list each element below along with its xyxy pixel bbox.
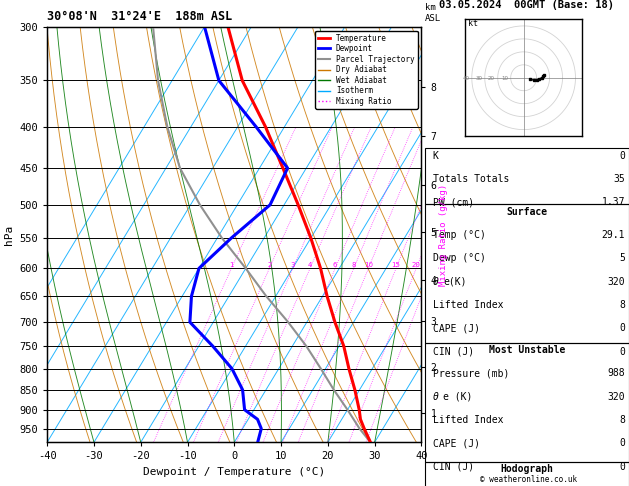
- Text: θ: θ: [433, 392, 438, 402]
- Text: 4: 4: [308, 262, 312, 268]
- Text: 1.37: 1.37: [601, 197, 625, 208]
- Text: 3: 3: [291, 262, 295, 268]
- Text: 320: 320: [607, 392, 625, 402]
- Bar: [425, 462, 629, 486]
- Text: 320: 320: [607, 277, 625, 287]
- Text: 35: 35: [613, 174, 625, 184]
- Text: 0: 0: [619, 323, 625, 333]
- Text: e (K): e (K): [443, 392, 472, 402]
- Text: 20: 20: [488, 76, 495, 81]
- Y-axis label: hPa: hPa: [4, 225, 14, 244]
- Text: Surface: Surface: [506, 207, 547, 217]
- Text: 2: 2: [267, 262, 272, 268]
- Text: 03.05.2024  00GMT (Base: 18): 03.05.2024 00GMT (Base: 18): [439, 0, 615, 10]
- Text: PW (cm): PW (cm): [433, 197, 474, 208]
- Text: K: K: [433, 151, 438, 161]
- Text: 10: 10: [364, 262, 373, 268]
- Text: 1: 1: [229, 262, 234, 268]
- Text: e(K): e(K): [443, 277, 467, 287]
- Text: 0: 0: [619, 438, 625, 449]
- Text: 0: 0: [619, 151, 625, 161]
- Text: CAPE (J): CAPE (J): [433, 323, 480, 333]
- Text: 8: 8: [619, 415, 625, 425]
- Text: 0: 0: [619, 462, 625, 472]
- Text: 20: 20: [412, 262, 421, 268]
- Bar: [425, 343, 629, 462]
- Text: km
ASL: km ASL: [425, 3, 442, 22]
- Text: kt: kt: [468, 19, 478, 28]
- Text: © weatheronline.co.uk: © weatheronline.co.uk: [480, 474, 577, 484]
- Text: Pressure (mb): Pressure (mb): [433, 368, 509, 379]
- Text: Lifted Index: Lifted Index: [433, 415, 503, 425]
- Text: Dewp (°C): Dewp (°C): [433, 253, 486, 263]
- Text: CIN (J): CIN (J): [433, 462, 474, 472]
- Text: 40: 40: [462, 76, 469, 81]
- Text: 8: 8: [352, 262, 356, 268]
- Text: Most Unstable: Most Unstable: [489, 345, 565, 355]
- Text: CAPE (J): CAPE (J): [433, 438, 480, 449]
- Text: 29.1: 29.1: [601, 230, 625, 240]
- Text: CIN (J): CIN (J): [433, 347, 474, 357]
- Text: 10: 10: [501, 76, 508, 81]
- Text: 5: 5: [619, 253, 625, 263]
- Legend: Temperature, Dewpoint, Parcel Trajectory, Dry Adiabat, Wet Adiabat, Isotherm, Mi: Temperature, Dewpoint, Parcel Trajectory…: [315, 31, 418, 109]
- Text: Totals Totals: Totals Totals: [433, 174, 509, 184]
- Text: 8: 8: [619, 300, 625, 310]
- Y-axis label: Mixing Ratio (g/kg): Mixing Ratio (g/kg): [439, 183, 448, 286]
- Text: 30°08'N  31°24'E  188m ASL: 30°08'N 31°24'E 188m ASL: [47, 10, 233, 22]
- Text: 15: 15: [392, 262, 401, 268]
- Bar: [425, 148, 629, 204]
- Text: 0: 0: [619, 347, 625, 357]
- Text: Lifted Index: Lifted Index: [433, 300, 503, 310]
- Bar: [425, 204, 629, 343]
- Text: 30: 30: [475, 76, 482, 81]
- Text: Hodograph: Hodograph: [500, 464, 554, 474]
- Text: 988: 988: [607, 368, 625, 379]
- Text: 6: 6: [333, 262, 337, 268]
- Text: θ: θ: [433, 277, 438, 287]
- X-axis label: Dewpoint / Temperature (°C): Dewpoint / Temperature (°C): [143, 467, 325, 477]
- Text: Temp (°C): Temp (°C): [433, 230, 486, 240]
